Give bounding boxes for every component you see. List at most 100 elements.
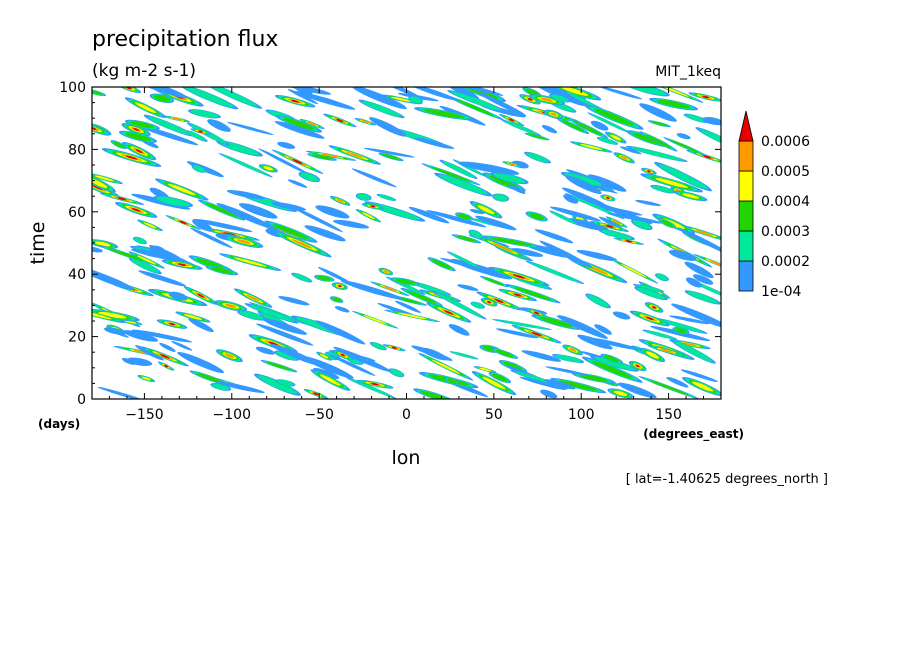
precip-cell: [458, 161, 520, 175]
precip-cell: [215, 349, 243, 363]
precip-cell: [263, 318, 307, 335]
plot-area: [91, 86, 722, 400]
precip-cell: [352, 310, 399, 329]
y-axis: 0 20 40 60 80 100: [59, 80, 721, 408]
precip-cell: [584, 104, 644, 130]
precip-cell: [671, 303, 721, 330]
colorbar-label: 0.0003: [761, 224, 810, 240]
precip-cell: [157, 361, 175, 371]
precip-cell: [605, 131, 627, 144]
y-tick-label: 40: [68, 267, 86, 283]
colorbar-label: 0.0004: [761, 194, 810, 210]
precip-cell: [654, 161, 712, 192]
precip-cell: [370, 281, 410, 297]
precip-cell: [519, 376, 566, 390]
precip-cell: [587, 112, 631, 134]
precip-cell: [177, 351, 224, 374]
colorbar-swatch: [738, 140, 754, 172]
precip-cell: [702, 117, 721, 126]
precip-cell: [135, 345, 164, 361]
precip-cell: [264, 220, 318, 243]
precip-cell: [132, 236, 147, 245]
precip-cell: [495, 328, 539, 339]
precip-cell: [596, 137, 619, 145]
precip-cell: [525, 260, 585, 285]
precip-cell: [421, 163, 481, 186]
precip-cell: [628, 360, 647, 372]
precip-cell: [128, 251, 165, 269]
precip-cell: [409, 87, 459, 101]
precip-cell: [244, 303, 299, 324]
precip-cell: [361, 203, 384, 210]
chart-subtitle: (kg m-2 s-1): [92, 61, 196, 81]
precip-cell: [563, 194, 579, 204]
precip-cell: [502, 161, 522, 168]
precip-cell: [330, 195, 351, 206]
precip-cell: [688, 92, 721, 102]
precip-cell: [644, 302, 664, 313]
precip-cell: [492, 193, 510, 202]
precip-cell: [302, 356, 354, 379]
y-tick-label: 0: [77, 392, 86, 408]
precip-cell: [153, 195, 194, 208]
precip-cell: [585, 293, 611, 309]
precip-cell: [327, 353, 376, 376]
precip-cell: [128, 257, 162, 275]
precip-cell: [581, 356, 643, 383]
precip-cell: [478, 92, 527, 117]
precip-cell: [188, 318, 214, 333]
precip-cell: [682, 376, 721, 397]
precip-cell: [92, 172, 123, 184]
precip-cell: [418, 352, 474, 381]
precip-cell: [303, 388, 328, 399]
precip-cell: [634, 286, 668, 301]
precip-cell: [190, 128, 211, 135]
precip-cell: [216, 203, 275, 230]
precip-cell: [315, 320, 366, 345]
precip-cell: [351, 168, 397, 188]
precip-cell: [207, 119, 231, 132]
precip-cell: [534, 229, 574, 244]
precip-cell: [439, 159, 478, 179]
precip-cell: [649, 97, 699, 111]
precip-cell: [686, 149, 721, 165]
precip-cell: [138, 270, 187, 287]
precip-cell: [274, 94, 316, 108]
precip-cell: [613, 237, 644, 245]
precip-cell: [498, 288, 538, 302]
precip-cell: [329, 296, 344, 303]
precip-cell: [587, 337, 641, 351]
precip-cell: [641, 167, 657, 175]
precip-cell: [92, 246, 103, 253]
precip-cell: [272, 230, 332, 258]
precip-cell: [457, 284, 479, 291]
precip-cell: [218, 253, 282, 271]
precip-cell: [639, 347, 666, 363]
precip-cell: [378, 267, 394, 276]
precip-cell: [414, 137, 455, 149]
precip-cell: [505, 283, 561, 304]
precip-cell: [470, 301, 485, 309]
precip-cell: [565, 175, 602, 195]
precip-cell: [560, 171, 606, 188]
precip-cell: [131, 329, 193, 343]
precip-cell: [598, 229, 635, 241]
precip-cell: [674, 190, 708, 202]
x-tick-label: 0: [402, 407, 411, 423]
precip-cell: [378, 152, 404, 162]
precip-cell: [678, 224, 721, 242]
precip-cell: [271, 149, 324, 174]
precip-cell: [305, 150, 357, 161]
precip-cell: [388, 368, 405, 378]
precip-cell: [171, 341, 193, 351]
precip-cell: [655, 273, 669, 282]
precip-cell: [163, 115, 191, 123]
precip-cell: [511, 324, 562, 344]
precip-cell: [488, 371, 511, 384]
precip-cell: [670, 339, 716, 364]
colorbar-swatch: [738, 200, 754, 232]
precip-cell: [187, 109, 222, 119]
precip-cell: [140, 346, 189, 367]
precip-cell: [434, 172, 493, 197]
